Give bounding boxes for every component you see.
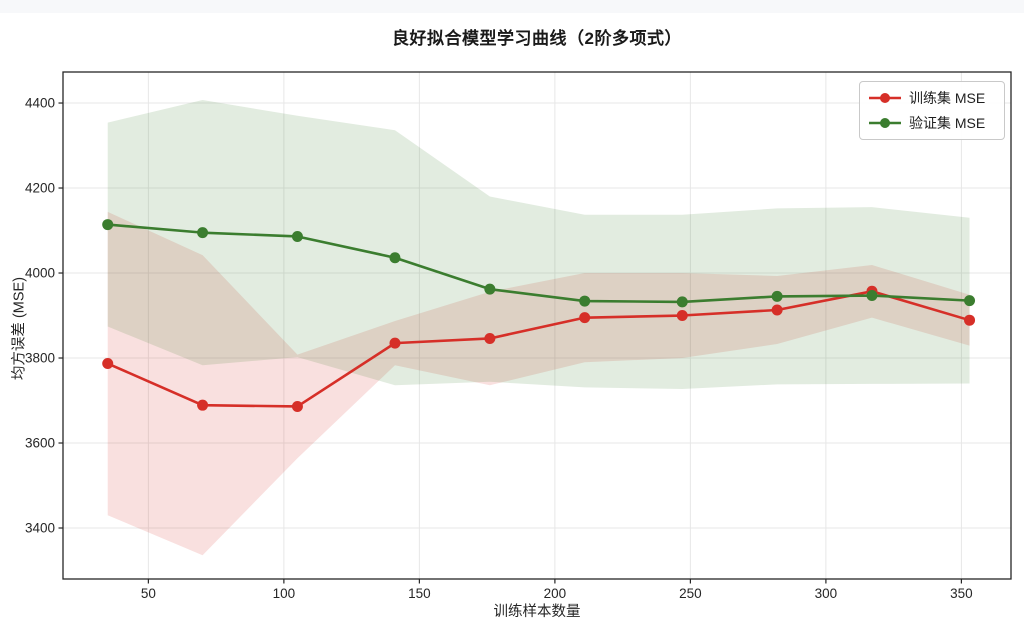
data-point-marker — [676, 310, 688, 322]
data-point-marker — [964, 314, 976, 326]
data-point-marker — [389, 337, 401, 349]
data-point-marker — [197, 227, 209, 239]
legend-label-validation: 验证集 MSE — [909, 115, 986, 131]
data-point-marker — [676, 296, 688, 308]
data-point-marker — [102, 219, 114, 231]
data-point-marker — [866, 290, 878, 302]
data-point-marker — [964, 295, 976, 307]
data-point-marker — [579, 295, 591, 307]
y-tick-label: 4200 — [25, 181, 55, 196]
legend-item-train: 训练集 MSE — [868, 88, 994, 108]
y-axis-label: 均方误差 (MSE) — [11, 276, 28, 381]
data-point-marker — [484, 332, 496, 344]
data-point-marker — [197, 399, 209, 411]
x-tick-label: 200 — [544, 586, 567, 601]
x-tick-label: 100 — [273, 586, 296, 601]
x-tick-label: 350 — [950, 586, 973, 601]
x-tick-label: 250 — [679, 586, 702, 601]
legend-label-train: 训练集 MSE — [909, 90, 986, 106]
x-tick-label: 150 — [408, 586, 431, 601]
std-band — [107, 100, 970, 390]
y-tick-label: 4400 — [25, 96, 55, 111]
x-tick-label: 50 — [141, 586, 156, 601]
x-axis-label: 训练样本数量 — [493, 604, 581, 620]
browser-top-strip — [0, 0, 1024, 13]
plot-border — [62, 71, 1012, 580]
data-point-marker — [102, 358, 114, 370]
series-line — [106, 223, 971, 304]
data-point-marker — [771, 290, 783, 302]
y-tick-label: 3800 — [25, 351, 55, 366]
data-point-marker — [579, 312, 591, 324]
legend: 训练集 MSE 验证集 MSE — [859, 81, 1005, 140]
x-tick-label: 300 — [815, 586, 838, 601]
validation-line-swatch-icon — [869, 118, 901, 128]
legend-item-validation: 验证集 MSE — [868, 113, 994, 133]
data-point-marker — [771, 304, 783, 316]
series-line — [106, 289, 971, 408]
train-line-swatch-icon — [869, 93, 901, 103]
data-point-marker — [291, 400, 303, 412]
chart-title: 良好拟合模型学习曲线（2阶多项式） — [392, 29, 682, 48]
data-point-marker — [484, 283, 496, 295]
y-tick-label: 4000 — [25, 266, 55, 281]
data-point-marker — [291, 230, 303, 242]
data-point-marker — [389, 252, 401, 264]
y-tick-label: 3400 — [25, 521, 55, 536]
y-tick-label: 3600 — [25, 436, 55, 451]
